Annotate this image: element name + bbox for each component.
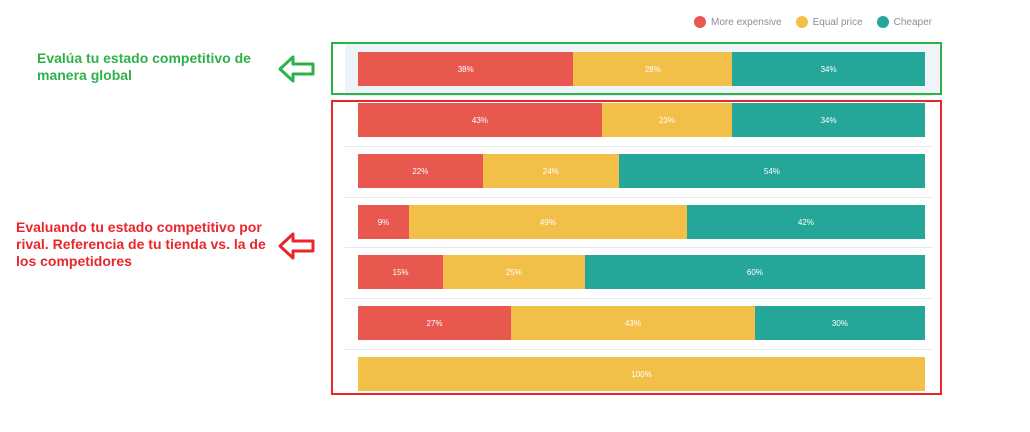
rival-bar-1: 43% 23% 34% [358,103,925,137]
bar-segment-more-expensive: 22% [358,154,483,188]
bar-segment-equal-price: 24% [482,154,619,188]
row-separator [345,247,933,248]
bar-segment-more-expensive: 9% [358,205,410,239]
legend-label-equal-price: Equal price [812,16,863,28]
bar-segment-more-expensive: 43% [358,103,602,137]
bar-segment-cheaper: 30% [754,306,925,340]
bar-segment-equal-price: 25% [443,255,585,289]
data-label: 22% [412,166,429,176]
bar-segment-more-expensive: 27% [358,306,512,340]
global-annotation: Evalúa tu estado competitivo de manera g… [37,50,251,83]
legend-dot-equal-price [795,16,808,28]
bar-segment-equal-price: 23% [601,103,733,137]
data-label: 54% [763,166,780,176]
bar-segment-cheaper: 34% [732,52,925,86]
data-label: 15% [392,267,409,277]
bar-segment-cheaper: 54% [618,154,925,188]
data-label: 28% [644,64,661,74]
bar-segment-equal-price: 43% [511,306,755,340]
row-separator [345,197,933,198]
row-separator [345,146,933,147]
row-separator [345,298,933,299]
data-label: 100% [631,369,652,379]
data-label: 43% [624,318,641,328]
rival-bar-5: 27% 43% 30% [358,306,925,340]
data-label: 38% [457,64,474,74]
rival-highlight-frame [331,100,942,395]
data-label: 60% [746,267,763,277]
data-label: 42% [797,217,814,227]
data-label: 43% [471,115,488,125]
legend-dot-more-expensive [694,16,707,28]
bar-segment-equal-price: 28% [573,52,733,86]
bar-segment-more-expensive: 38% [358,52,574,86]
bar-segment-cheaper: 34% [732,103,925,137]
data-label: 30% [831,318,848,328]
row-separator [345,349,933,350]
global-highlight-frame [331,42,942,95]
legend-label-more-expensive: More expensive [711,16,782,28]
data-label: 24% [542,166,559,176]
data-label: 25% [505,267,522,277]
data-label: 34% [820,115,837,125]
data-label: 27% [426,318,443,328]
rival-bar-3: 9% 49% 42% [358,205,925,239]
legend-item-equal-price: Equal price [795,16,863,28]
legend: More expensive Equal price Cheaper [694,16,932,28]
left-arrow-red-icon [278,232,315,260]
legend-item-more-expensive: More expensive [694,16,782,28]
rival-annotation: Evaluando tu estado competitivo por riva… [16,219,266,269]
data-label: 23% [658,115,675,125]
legend-label-cheaper: Cheaper [893,16,932,28]
data-label: 34% [820,64,837,74]
bar-segment-equal-price: 100% [358,357,925,391]
legend-dot-cheaper [876,16,889,28]
rival-bar-6: 100% [358,357,925,391]
left-arrow-green-icon [278,55,315,83]
global-bar: 38% 28% 34% [358,52,925,86]
data-label: 9% [377,217,390,227]
data-label: 49% [539,217,556,227]
legend-item-cheaper: Cheaper [876,16,932,28]
rival-bar-2: 22% 24% 54% [358,154,925,188]
row-separator [345,95,933,96]
bar-segment-equal-price: 49% [409,205,687,239]
bar-segment-more-expensive: 15% [358,255,444,289]
bar-segment-cheaper: 42% [686,205,925,239]
bar-segment-cheaper: 60% [584,255,925,289]
rival-bar-4: 15% 25% 60% [358,255,925,289]
